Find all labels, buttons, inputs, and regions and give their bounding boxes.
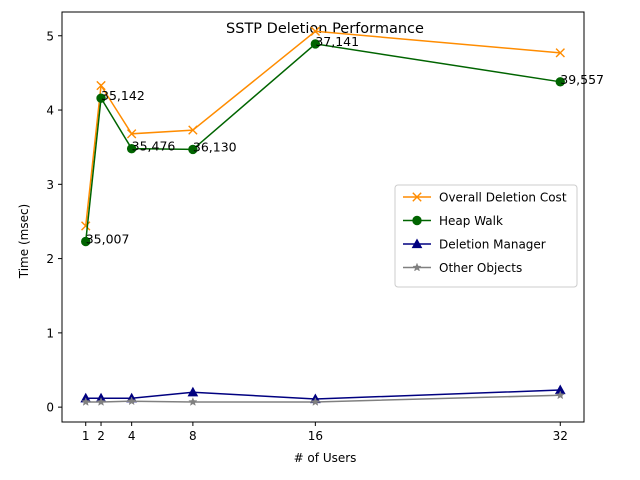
x-tick-label: 2 <box>97 429 105 443</box>
x-tick-label: 4 <box>128 429 136 443</box>
data-point <box>310 39 321 49</box>
chart-title: SSTP Deletion Performance <box>226 21 424 37</box>
data-label: 35,476 <box>132 139 176 154</box>
legend-marker <box>412 215 422 226</box>
y-tick-label: 1 <box>46 326 54 340</box>
data-label: 39,557 <box>560 72 604 87</box>
y-tick-label: 0 <box>46 401 54 415</box>
data-point <box>310 397 321 406</box>
data-label: 36,130 <box>193 139 237 154</box>
data-point <box>126 143 137 154</box>
data-label: 35,142 <box>101 88 145 103</box>
legend-marker <box>411 238 423 249</box>
data-point <box>81 236 91 247</box>
series-heap-walk <box>81 39 565 247</box>
data-point <box>555 77 565 87</box>
legend-item: Other Objects <box>403 261 522 275</box>
data-label: 37,141 <box>315 34 359 49</box>
series-layer <box>80 26 566 406</box>
data-point <box>187 386 199 397</box>
data-point <box>96 93 106 103</box>
legend-marker <box>412 192 422 202</box>
series-other-objects <box>81 390 565 406</box>
data-point <box>96 397 106 406</box>
y-axis-label: Time (msec) <box>17 204 31 279</box>
series-overall-deletion-cost <box>81 26 565 231</box>
legend-marker <box>412 262 422 272</box>
y-tick-label: 4 <box>46 104 54 118</box>
data-point <box>555 390 565 400</box>
legend-box <box>394 184 578 288</box>
legend: Overall Deletion Cost Heap Walk Deletion M… <box>394 184 578 288</box>
data-point <box>188 397 198 406</box>
data-point <box>188 125 198 135</box>
series-line <box>84 30 561 226</box>
data-point <box>81 221 91 231</box>
data-point <box>555 48 565 58</box>
x-tick-label: 1 <box>82 429 90 443</box>
legend-item: Deletion Manager <box>403 238 546 252</box>
y-tick-label: 2 <box>46 252 54 266</box>
data-point <box>81 397 91 406</box>
legend-item: Heap Walk <box>403 214 503 228</box>
x-tick-label: 8 <box>189 429 197 443</box>
plot-area <box>61 11 585 423</box>
annotation-layer: 35,007 35,142 35,476 36,130 37,141 39,557 <box>86 34 604 247</box>
data-point <box>126 129 137 139</box>
data-point <box>310 26 321 37</box>
legend-label: Deletion Manager <box>439 238 546 252</box>
y-tick-label: 3 <box>46 178 54 192</box>
data-label: 35,007 <box>86 232 130 247</box>
x-tick-label: 32 <box>553 429 568 443</box>
x-axis-label: # of Users <box>294 451 357 465</box>
legend-label: Heap Walk <box>439 214 503 228</box>
data-point <box>96 80 106 91</box>
series-deletion-manager <box>80 384 566 404</box>
legend-item: Overall Deletion Cost <box>403 191 567 205</box>
series-line <box>84 43 561 242</box>
legend-label: Overall Deletion Cost <box>439 191 567 205</box>
data-point <box>126 396 137 406</box>
legend-label: Other Objects <box>439 261 522 275</box>
x-tick-label: 16 <box>308 429 323 443</box>
data-point <box>188 144 198 155</box>
y-tick-label: 5 <box>46 29 54 43</box>
